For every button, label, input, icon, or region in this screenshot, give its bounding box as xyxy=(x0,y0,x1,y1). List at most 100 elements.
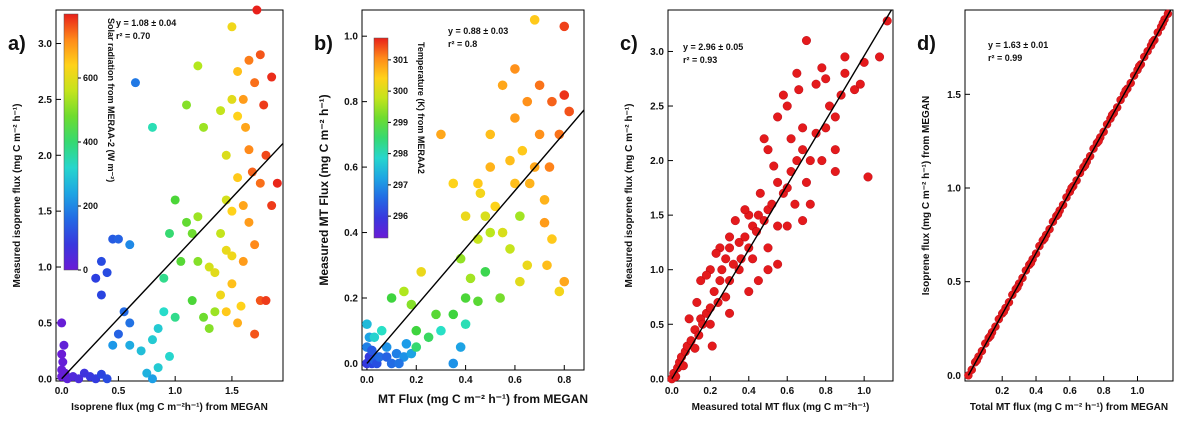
data-point xyxy=(255,178,265,188)
data-point xyxy=(233,111,243,121)
fit-line xyxy=(61,142,284,380)
y-tick-label: 1.5 xyxy=(38,207,52,218)
data-point xyxy=(436,325,446,336)
data-point xyxy=(475,188,486,199)
data-point xyxy=(423,332,434,343)
colorbar-tick-label: 296 xyxy=(393,211,408,221)
x-tick-label: 0.4 xyxy=(1029,386,1043,397)
data-point xyxy=(91,273,101,283)
data-point xyxy=(859,57,869,67)
fit-equation: y = 1.08 ± 0.04 xyxy=(116,18,176,28)
x-tick-label: 0.4 xyxy=(459,375,473,386)
data-point xyxy=(817,63,827,73)
y-tick-label: 1.5 xyxy=(650,211,664,222)
data-point xyxy=(769,161,779,171)
data-point xyxy=(763,243,773,253)
y-tick-label: 2.0 xyxy=(650,156,664,167)
data-point xyxy=(244,217,254,227)
data-point xyxy=(59,340,69,350)
y-tick-label: 0.5 xyxy=(38,318,52,329)
data-point xyxy=(448,178,459,189)
x-axis-label: Total MT flux (mg C m⁻² h⁻¹) from MEGAN xyxy=(970,402,1168,413)
data-point xyxy=(709,287,719,297)
data-point xyxy=(193,61,203,71)
data-point xyxy=(386,293,397,303)
data-point xyxy=(193,212,203,222)
data-point xyxy=(147,122,157,132)
data-point xyxy=(855,79,865,89)
data-point xyxy=(199,122,209,132)
y-tick-label: 1.0 xyxy=(344,32,358,43)
fit-r-squared: r² = 0.8 xyxy=(448,39,477,49)
fit-r-squared: r² = 0.93 xyxy=(683,55,717,65)
colorbar-tick-label: 0 xyxy=(83,265,88,275)
x-tick-label: 0.0 xyxy=(55,386,69,397)
data-point xyxy=(227,279,237,289)
y-axis-label: Isoprene flux (mg C m⁻² h⁻¹) from MEGAN xyxy=(921,96,932,295)
data-point xyxy=(753,210,763,220)
data-point xyxy=(233,318,243,328)
data-point xyxy=(113,234,123,244)
data-point xyxy=(96,256,106,266)
plot-frame xyxy=(361,9,585,371)
y-tick-label: 0.5 xyxy=(947,277,961,288)
panel-label: a) xyxy=(8,33,26,55)
data-point xyxy=(753,276,763,286)
x-tick-label: 0.4 xyxy=(742,386,756,397)
colorbar xyxy=(63,13,79,271)
data-point xyxy=(58,357,68,367)
x-tick-label: 0.6 xyxy=(1063,386,1077,397)
data-point xyxy=(182,100,192,110)
data-point xyxy=(522,96,533,107)
data-point xyxy=(510,113,520,123)
data-point xyxy=(559,21,570,32)
panel-b: 0.0 0.2 0.4 0.6 0.8 0.0 0.2 0.4 0.6 0.8 1.0 296 297 2… xyxy=(314,9,588,406)
data-points xyxy=(57,5,282,384)
data-point xyxy=(170,312,180,322)
y-axis-label: Measured isoprene flux (mg C m⁻² h⁻¹) xyxy=(624,104,635,288)
data-point xyxy=(696,276,706,286)
x-tick-label: 0.0 xyxy=(360,375,374,386)
data-point xyxy=(830,166,840,176)
data-point xyxy=(794,85,804,95)
data-point xyxy=(96,290,106,300)
fit-equation: y = 1.63 ± 0.01 xyxy=(988,40,1048,50)
data-point xyxy=(863,172,873,182)
data-point xyxy=(522,260,533,271)
panel-a: 0.0 0.5 1.0 1.5 0.0 0.5 1.0 1.5 2.0 2.5 3.0 0 200 400… xyxy=(8,5,284,413)
y-tick-label: 0.6 xyxy=(344,163,358,174)
data-point xyxy=(79,368,89,378)
data-point xyxy=(369,332,380,343)
data-point xyxy=(261,296,271,306)
x-axis-label: Isoprene flux (mg C m⁻²h⁻¹) from MEGAN xyxy=(71,402,268,413)
data-point xyxy=(221,150,231,160)
data-point xyxy=(102,374,112,384)
data-point xyxy=(381,352,392,362)
panel-label: c) xyxy=(620,33,638,55)
data-point xyxy=(250,329,260,339)
data-point xyxy=(57,349,67,359)
data-point xyxy=(773,177,783,187)
data-point xyxy=(790,199,800,209)
y-tick-label: 2.5 xyxy=(38,95,52,106)
y-tick-label: 0.0 xyxy=(38,374,52,385)
data-point xyxy=(517,145,528,156)
data-point xyxy=(786,134,796,144)
data-point xyxy=(130,78,140,88)
data-point xyxy=(406,299,417,310)
data-point xyxy=(490,201,501,212)
data-point xyxy=(165,351,174,361)
data-point xyxy=(125,318,135,328)
data-point xyxy=(436,129,446,140)
data-point xyxy=(721,292,731,302)
data-point xyxy=(740,232,750,242)
data-point xyxy=(60,368,70,378)
data-point xyxy=(485,227,496,238)
data-point xyxy=(721,254,731,264)
data-point xyxy=(465,273,476,284)
plot-frame xyxy=(667,9,894,382)
colorbar xyxy=(373,37,389,239)
data-point xyxy=(715,276,725,286)
data-point xyxy=(534,80,545,91)
data-point xyxy=(241,122,251,132)
